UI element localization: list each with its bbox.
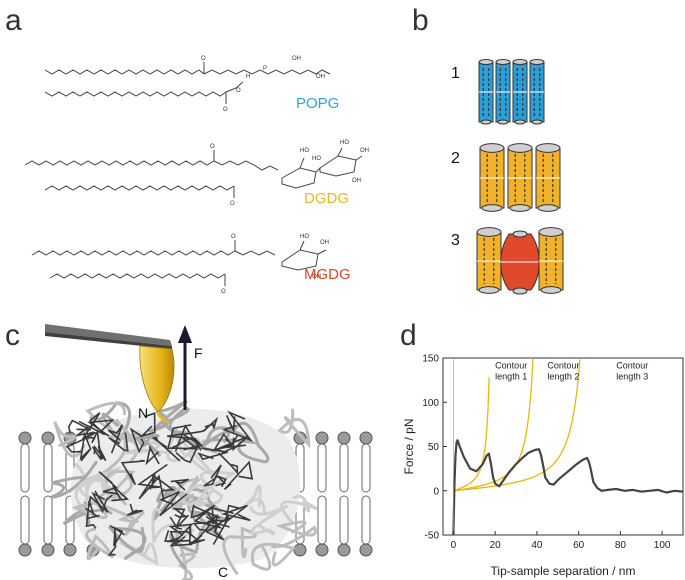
bilayer-lipid: [315, 431, 329, 557]
arrangement-number-3: 3: [451, 232, 460, 249]
pulling-arrow: [178, 325, 192, 410]
arrangement-number-2: 2: [451, 150, 460, 167]
y-tick-label: -50: [425, 531, 440, 542]
svg-text:HO: HO: [300, 148, 309, 154]
popg-cylinder: [478, 58, 494, 125]
popg-label: POPG: [296, 95, 339, 112]
contour-annotation: Contour length 1: [495, 361, 527, 382]
dgdg-atoms: O O HO HO HO OH OH: [210, 140, 369, 207]
mgdg-structure: [31, 240, 327, 286]
force-extension-chart: -50 0 50 100 150 0 20 40 60 80 100 Contour length 1…: [402, 354, 684, 578]
arrangement-number-1: 1: [451, 65, 460, 82]
x-tick-label: 40: [531, 540, 543, 551]
bilayer-lipid: [293, 431, 307, 557]
popg-cylinder: [495, 58, 511, 125]
contour-annotation: Contour length 3: [616, 361, 648, 382]
x-tick-label: 60: [573, 540, 585, 551]
svg-text:OH: OH: [352, 178, 361, 184]
panel-letter-c: c: [5, 319, 20, 352]
y-tick-label: 50: [428, 442, 440, 453]
dgdg-cylinder: [479, 143, 505, 212]
svg-text:O: O: [231, 234, 236, 240]
bilayer-lipid: [18, 431, 32, 557]
contour-annotation: Contour length 2: [547, 361, 579, 382]
svg-text:OH: OH: [316, 74, 325, 80]
x-tick-label: 0: [451, 540, 457, 551]
contour-curve-3: [453, 359, 581, 492]
force-trace: [452, 439, 684, 536]
afm-tip: [139, 345, 175, 413]
afm-cantilever: [45, 324, 172, 349]
y-tick-label: 100: [422, 398, 439, 409]
svg-text:OH: OH: [312, 274, 321, 280]
tip-attachment: [156, 411, 169, 424]
n-terminus-label: N: [138, 405, 148, 421]
x-axis-label: Tip-sample separation / nm: [491, 564, 636, 578]
panel-letter-b: b: [412, 4, 429, 37]
popg-cylinder: [529, 58, 545, 125]
axis-ticks: -50 0 50 100 150 0 20 40 60 80 100: [422, 354, 671, 552]
x-tick-label: 80: [615, 540, 627, 551]
svg-text:OH: OH: [360, 148, 369, 154]
contour-annotations: Contour length 1 Contour length 2 Contour len…: [495, 361, 648, 382]
panel-letter-a: a: [5, 4, 22, 37]
mgdg-label: MGDG: [304, 266, 351, 283]
bilayer-lipid: [41, 431, 55, 557]
svg-text:O: O: [230, 201, 235, 207]
contour-curve-1: [453, 377, 490, 492]
svg-text:O: O: [221, 289, 226, 295]
dgdg-cylinder: [535, 143, 561, 212]
dgdg-cylinder-row: [479, 143, 561, 212]
c-terminus-label: C: [218, 564, 228, 580]
x-tick-label: 100: [654, 540, 671, 551]
bilayer-lipid: [359, 431, 373, 557]
svg-text:OH: OH: [292, 56, 301, 62]
popg-structure: [44, 62, 331, 104]
mgdg-cone: [499, 230, 541, 295]
y-tick-label: 150: [422, 354, 439, 365]
svg-text:O: O: [236, 88, 241, 94]
bilayer-lipid: [337, 431, 351, 557]
dgdg-structure: [24, 147, 363, 198]
dgdg-cylinder: [507, 143, 533, 212]
mixed-cylinder-row: [476, 227, 564, 295]
svg-text:O: O: [210, 144, 215, 150]
mgdg-atoms: O O HO OH OH: [221, 234, 329, 295]
photosystem-protein: [50, 399, 318, 580]
svg-text:HO: HO: [300, 234, 309, 240]
x-tick-label: 20: [490, 540, 502, 551]
svg-text:O: O: [201, 56, 206, 62]
dgdg-label: DGDG: [304, 190, 349, 207]
svg-text:O: O: [223, 107, 228, 113]
plot-frame: [442, 357, 684, 536]
popg-atoms: O O O P H OH OH: [201, 56, 325, 113]
svg-text:H: H: [246, 74, 250, 80]
force-label: F: [194, 345, 203, 361]
y-tick-label: 0: [433, 486, 439, 497]
popg-cylinder: [512, 58, 528, 125]
panel-letter-d: d: [400, 319, 417, 352]
svg-text:HO: HO: [340, 140, 349, 146]
y-axis-label: Force / pN: [402, 418, 416, 474]
contour-curves: [453, 358, 581, 492]
dgdg-cylinder: [538, 227, 564, 294]
svg-text:P: P: [263, 66, 267, 72]
contour-curve-2: [453, 358, 534, 492]
svg-text:HO: HO: [312, 156, 321, 162]
svg-text:OH: OH: [320, 240, 329, 246]
dgdg-cylinder: [476, 227, 502, 294]
popg-cylinder-row: [478, 58, 545, 125]
